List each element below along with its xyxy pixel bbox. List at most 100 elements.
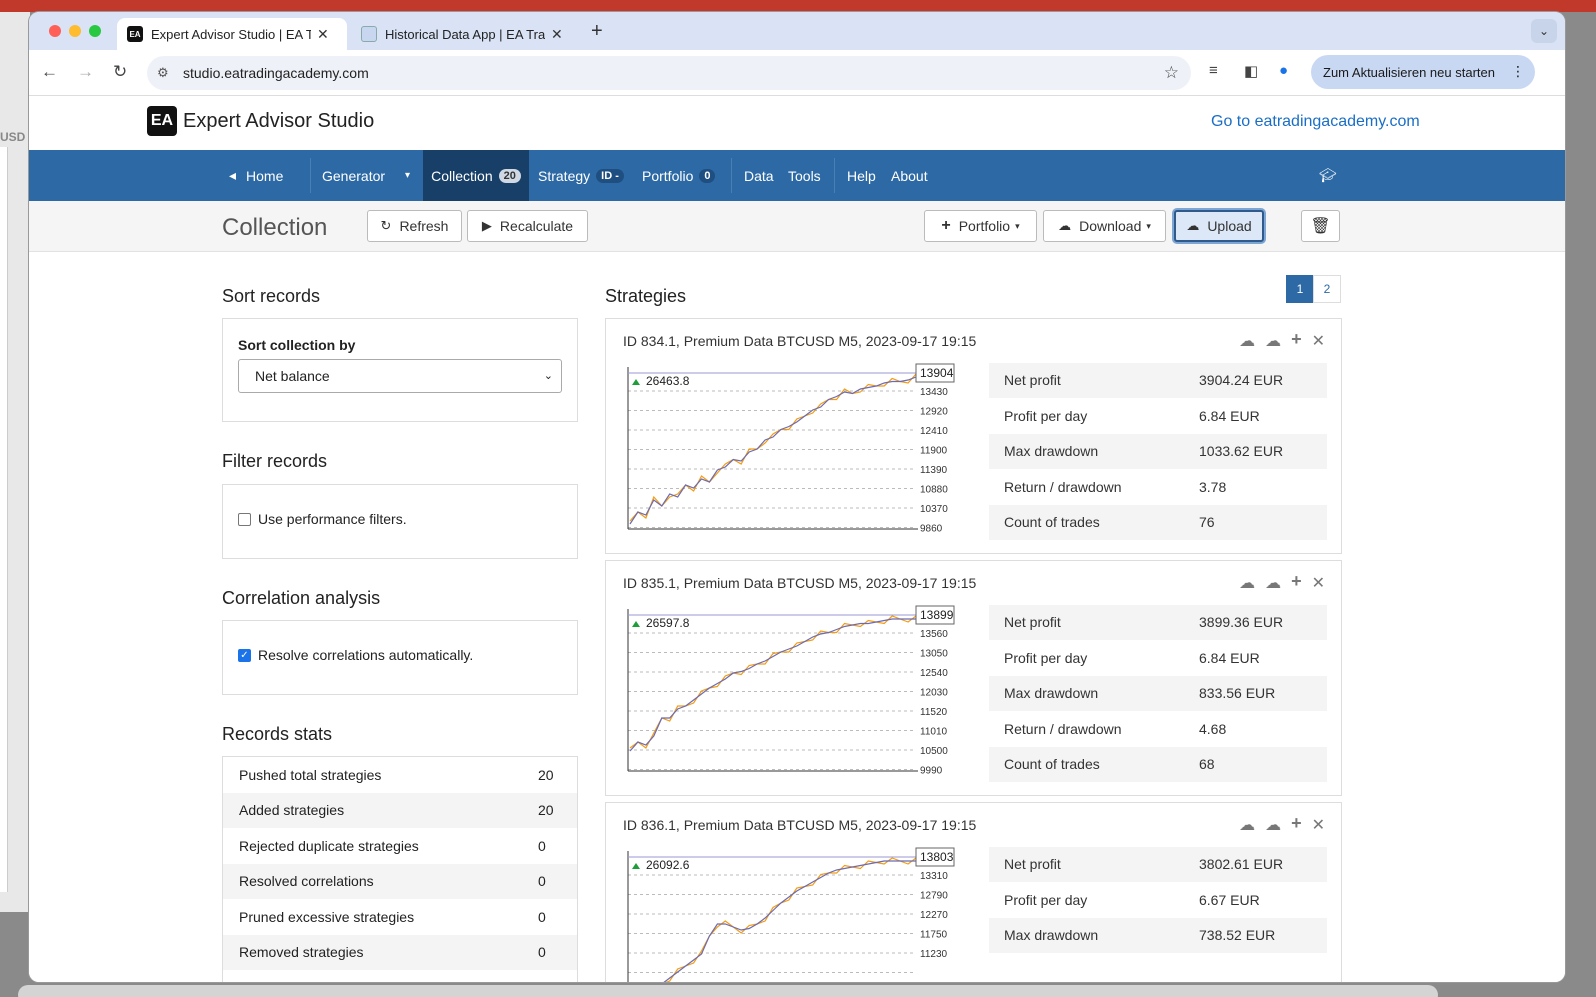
cloud-download-icon[interactable]: ☁: [1265, 333, 1282, 350]
y-tick-label: 11390: [920, 465, 948, 476]
nav-collection[interactable]: Collection 20: [423, 150, 529, 201]
resolve-correlations-checkbox[interactable]: ✓: [238, 649, 251, 662]
cloud-download-icon[interactable]: ☁: [1265, 575, 1282, 592]
reload-icon[interactable]: ↻: [113, 62, 128, 81]
strategy-id-badge: ID -: [596, 168, 624, 183]
academy-link[interactable]: Go to eatradingacademy.com: [1211, 113, 1420, 130]
tab-historical-data-app[interactable]: Historical Data App | EA Tradi ✕: [351, 18, 581, 50]
metric-value: 76: [1199, 514, 1215, 530]
tab-search-chevron-icon[interactable]: ⌄: [1531, 19, 1557, 43]
filter-heading: Filter records: [222, 451, 328, 471]
media-controls-icon[interactable]: ≡: [1209, 62, 1218, 79]
nav-help[interactable]: Help: [847, 150, 876, 201]
nav-data[interactable]: Data: [744, 150, 774, 201]
strategy-actions: ☁ ☁ + ✕: [1239, 813, 1325, 835]
strategy-card[interactable]: ID 836.1, Premium Data BTCUSD M5, 2023-0…: [605, 802, 1342, 982]
y-tick-label: 9860: [920, 524, 943, 534]
forward-arrow-icon[interactable]: →: [77, 62, 94, 81]
nav-about[interactable]: About: [891, 150, 928, 201]
portfolio-button[interactable]: + Portfolio ▾: [924, 210, 1037, 242]
ea-logo[interactable]: EA: [147, 106, 177, 136]
minimize-window-button[interactable]: [69, 25, 81, 37]
remove-strategy-icon[interactable]: ✕: [1311, 575, 1325, 592]
page-1-button[interactable]: 1: [1286, 275, 1314, 303]
update-restart-button[interactable]: Zum Aktualisieren neu starten ⋮: [1311, 55, 1535, 89]
cloud-upload-icon[interactable]: ☁: [1239, 333, 1256, 350]
page-title: Collection: [222, 214, 328, 241]
upload-button[interactable]: ☁ Upload: [1174, 210, 1264, 242]
sort-select[interactable]: Net balance ⌄: [238, 359, 562, 393]
add-to-portfolio-icon[interactable]: +: [1291, 813, 1302, 833]
performance-filters-checkbox[interactable]: [238, 513, 251, 526]
peak-value-label: 26092.6: [646, 858, 690, 872]
y-tick-label: 12540: [920, 668, 948, 679]
metric-label: Return / drawdown: [1004, 478, 1122, 495]
zoom-window-button[interactable]: [89, 25, 101, 37]
nav-strategy[interactable]: Strategy ID -: [538, 150, 638, 201]
browser-toolbar: ← → ↻ ⚙ studio.eatradingacademy.com ☆ ≡ …: [29, 50, 1565, 96]
caret-down-icon: ▾: [405, 170, 411, 181]
more-menu-icon[interactable]: ⋮: [1511, 63, 1525, 79]
close-window-button[interactable]: [49, 25, 61, 37]
graduation-cap-icon[interactable]: 🎓︎: [1319, 167, 1337, 183]
stats-row: Removed strategies 0: [223, 934, 577, 970]
background-label: USD: [0, 130, 26, 144]
metric-value: 68: [1199, 756, 1215, 772]
close-tab-icon[interactable]: ✕: [317, 25, 329, 42]
tab-expert-advisor-studio[interactable]: EA Expert Advisor Studio | EA Tra ✕: [117, 18, 347, 50]
add-to-portfolio-icon[interactable]: +: [1291, 329, 1302, 349]
nav-tools[interactable]: Tools: [788, 150, 821, 201]
new-tab-icon[interactable]: +: [591, 20, 603, 42]
browser-window: EA Expert Advisor Studio | EA Tra ✕ Hist…: [29, 12, 1565, 982]
download-button[interactable]: ☁ Download ▾: [1043, 210, 1166, 242]
remove-strategy-icon[interactable]: ✕: [1311, 333, 1325, 350]
bookmark-star-icon[interactable]: ☆: [1163, 63, 1179, 82]
metric-label: Net profit: [1004, 372, 1061, 388]
nav-portfolio[interactable]: Portfolio 0: [642, 150, 732, 201]
strategy-card[interactable]: ID 834.1, Premium Data BTCUSD M5, 2023-0…: [605, 318, 1342, 554]
nav-generator[interactable]: Generator ▾: [322, 150, 422, 201]
stats-row-label: Pushed total strategies: [239, 766, 382, 783]
cloud-download-icon: ☁: [1058, 218, 1072, 233]
sort-label: Sort collection by: [238, 337, 356, 353]
play-icon: ▶: [481, 218, 492, 233]
database-favicon-icon: [361, 26, 377, 42]
page-2-button[interactable]: 2: [1313, 275, 1341, 303]
site-settings-icon[interactable]: ⚙: [157, 65, 169, 80]
add-to-portfolio-icon[interactable]: +: [1291, 571, 1302, 591]
stats-row: Pushed total strategies 20: [223, 757, 577, 792]
cloud-upload-icon[interactable]: ☁: [1239, 575, 1256, 592]
balance-series: [629, 376, 917, 525]
metric-label: Return / drawdown: [1004, 720, 1122, 737]
last-value-label: 13899: [920, 608, 954, 622]
url-text: studio.eatradingacademy.com: [183, 65, 369, 81]
strategy-title: ID 834.1, Premium Data BTCUSD M5, 2023-0…: [623, 333, 977, 349]
metric-label: Net profit: [1004, 856, 1061, 872]
update-restart-label: Zum Aktualisieren neu starten: [1323, 64, 1495, 80]
remove-strategy-icon[interactable]: ✕: [1311, 817, 1325, 834]
side-panel-icon[interactable]: ◧: [1244, 63, 1259, 80]
download-label: Download: [1079, 218, 1142, 234]
delete-button[interactable]: 🗑︎: [1301, 210, 1340, 242]
trash-icon: 🗑︎: [1310, 218, 1331, 235]
address-bar[interactable]: ⚙ studio.eatradingacademy.com ☆: [147, 56, 1191, 90]
refresh-icon: ↻: [380, 218, 392, 233]
refresh-button[interactable]: ↻ Refresh: [367, 210, 462, 242]
strategy-actions: ☁ ☁ + ✕: [1239, 329, 1325, 351]
recalculate-button[interactable]: ▶ Recalculate: [467, 210, 588, 242]
nav-home[interactable]: ◂ Home: [229, 150, 309, 201]
y-tick-label: 13560: [920, 629, 948, 640]
cloud-upload-icon[interactable]: ☁: [1239, 817, 1256, 834]
profile-avatar-icon[interactable]: ●: [1279, 62, 1289, 79]
metric-row: Max drawdown 833.56 EUR: [989, 676, 1327, 711]
y-tick-label: 10370: [920, 504, 948, 515]
ea-favicon-icon: EA: [127, 26, 143, 42]
nav-tools-label: Tools: [788, 167, 821, 184]
metric-label: Profit per day: [1004, 649, 1088, 666]
y-tick-label: 11520: [920, 707, 948, 718]
strategy-card[interactable]: ID 835.1, Premium Data BTCUSD M5, 2023-0…: [605, 560, 1342, 796]
back-arrow-icon[interactable]: ←: [41, 62, 58, 81]
close-tab-icon[interactable]: ✕: [551, 25, 563, 42]
cloud-download-icon[interactable]: ☁: [1265, 817, 1282, 834]
tab-label: Historical Data App | EA Tradi: [385, 26, 545, 42]
